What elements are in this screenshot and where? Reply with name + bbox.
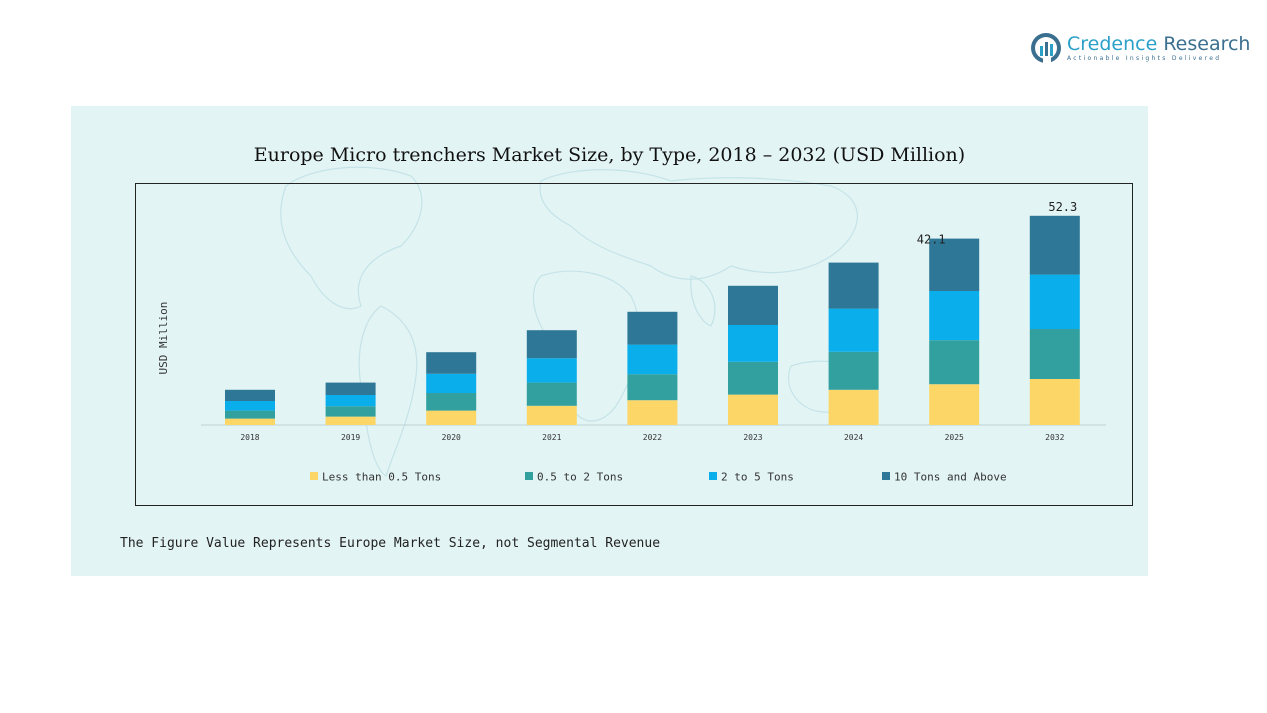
logo-wordmark: Credence Research: [1067, 32, 1250, 56]
bar-2021-series-3: [526, 358, 577, 383]
legend-label-4: 10 Tons and Above: [894, 471, 1007, 484]
legend-swatch-1: [310, 472, 318, 480]
bar-2032-series-4: [1029, 215, 1080, 275]
bar-2023-series-2: [728, 361, 778, 395]
bar-2021-series-4: [526, 330, 577, 359]
bar-2023-series-3: [728, 325, 778, 362]
bar-2032-series-3: [1029, 274, 1080, 329]
legend-swatch-2: [525, 472, 533, 480]
legend: Less than 0.5 Tons 0.5 to 2 Tons 2 to 5 To…: [310, 471, 1007, 484]
bar-2020-series-3: [426, 373, 477, 393]
legend-swatch-3: [709, 472, 717, 480]
chart-title: Europe Micro trenchers Market Size, by T…: [253, 144, 966, 166]
bar-2021-series-2: [526, 382, 577, 406]
bar-2019-series-2: [325, 406, 376, 417]
x-tick-labels: 2018 2019 2020 2021 2022 2023 2024 2025 2032: [240, 433, 1064, 442]
bar-2019-series-3: [325, 395, 376, 407]
logo-word-research: Research: [1157, 33, 1251, 55]
bar-2024-series-2: [828, 351, 879, 390]
x-tick-label-2024: 2024: [844, 433, 863, 442]
legend-label-3: 2 to 5 Tons: [721, 471, 794, 484]
bar-2032-series-2: [1029, 329, 1080, 379]
bar-2020-series-2: [426, 393, 477, 411]
x-tick-label-2021: 2021: [542, 433, 561, 442]
logo-tagline: Actionable Insights Delivered: [1067, 55, 1222, 62]
data-label-2032: 52.3: [1048, 200, 1077, 214]
bar-2025-series-4: [929, 238, 980, 291]
bar-2032-series-1: [1029, 379, 1080, 425]
credence-logo-icon: [1031, 33, 1061, 63]
bar-2022-series-2: [627, 374, 678, 401]
x-tick-label-2032: 2032: [1045, 433, 1064, 442]
bar-2020-series-1: [426, 410, 477, 425]
bar-2022-series-4: [627, 311, 678, 345]
y-axis-label: USD Million: [157, 302, 170, 375]
x-tick-label-2022: 2022: [643, 433, 662, 442]
bars-group: [225, 215, 1080, 425]
bar-2019-series-4: [325, 382, 376, 395]
chart-panel: Europe Micro trenchers Market Size, by T…: [71, 106, 1148, 576]
legend-label-1: Less than 0.5 Tons: [322, 471, 441, 484]
bar-2024-series-1: [828, 389, 879, 425]
bar-2018-series-4: [225, 389, 275, 401]
legend-item-3: 2 to 5 Tons: [709, 471, 794, 484]
world-map-watermark: [280, 166, 872, 477]
logo-word-credence: Credence: [1067, 33, 1158, 55]
data-label-2025: 42.1: [917, 233, 946, 247]
bar-2024-series-4: [828, 262, 879, 309]
bar-2025-series-1: [929, 384, 980, 425]
bar-2024-series-3: [828, 308, 879, 352]
bar-2018-series-3: [225, 401, 275, 411]
data-labels: 42.1 52.3: [917, 200, 1078, 247]
plot-frame: [135, 183, 1133, 506]
legend-label-2: 0.5 to 2 Tons: [537, 471, 623, 484]
bar-2025-series-3: [929, 291, 980, 341]
stacked-bar-chart: USD Million 2018 2019 2020 2021 2022 2023 2024…: [157, 200, 1106, 484]
bar-2018-series-1: [225, 418, 275, 425]
legend-item-4: 10 Tons and Above: [882, 471, 1007, 484]
x-tick-label-2023: 2023: [743, 433, 762, 442]
footnote: The Figure Value Represents Europe Marke…: [120, 536, 661, 551]
bar-2019-series-1: [325, 416, 376, 425]
bar-2021-series-1: [526, 405, 577, 425]
bar-2020-series-4: [426, 352, 477, 374]
bar-2025-series-2: [929, 340, 980, 385]
bar-2022-series-1: [627, 400, 678, 425]
bar-2022-series-3: [627, 344, 678, 375]
credence-research-logo: Credence Research Actionable Insights De…: [1030, 32, 1250, 68]
bar-2023-series-1: [728, 394, 778, 425]
x-tick-label-2025: 2025: [945, 433, 964, 442]
bar-2018-series-2: [225, 410, 275, 419]
bar-2023-series-4: [728, 285, 778, 325]
x-tick-label-2018: 2018: [240, 433, 259, 442]
legend-swatch-4: [882, 472, 890, 480]
legend-item-2: 0.5 to 2 Tons: [525, 471, 623, 484]
x-tick-label-2020: 2020: [442, 433, 461, 442]
legend-item-1: Less than 0.5 Tons: [310, 471, 441, 484]
x-tick-label-2019: 2019: [341, 433, 360, 442]
